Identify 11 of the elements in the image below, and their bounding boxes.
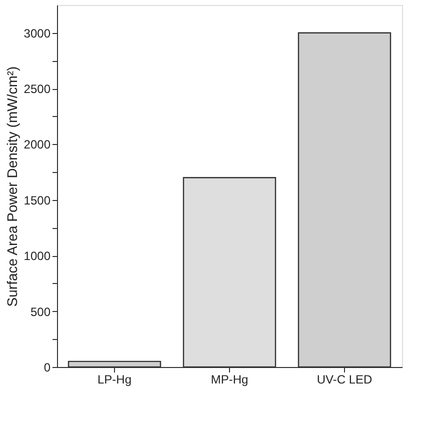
y-tick-label: 1500 [24,193,51,208]
x-tick-label: LP-Hg [97,372,132,386]
x-tick-label: MP-Hg [210,372,248,386]
y-tick-label: 2000 [24,138,51,152]
y-axis-title: Surface Area Power Density (mW/cm²) [4,66,20,307]
y-tick-label: 2500 [24,82,51,96]
y-tick-label: 0 [44,360,51,374]
y-tick-label: 3000 [24,26,51,40]
y-tick-label: 1000 [24,249,51,264]
x-tick-label: UV-C LED [316,372,372,386]
y-tick-label: 500 [30,304,51,319]
